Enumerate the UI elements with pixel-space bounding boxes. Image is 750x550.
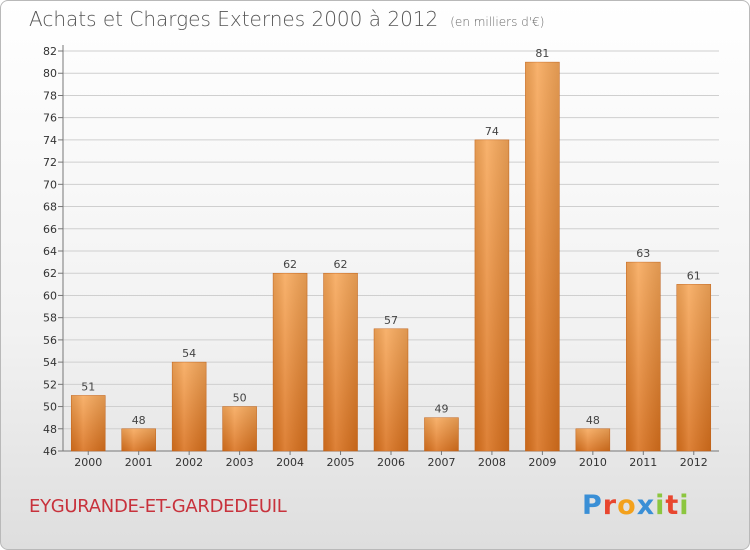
y-tick-label: 64	[43, 245, 57, 258]
x-axis: 2000 2001 2002 2003 2004 2005 2006 2007 2008 2009…	[74, 451, 708, 469]
logo-letter: o	[617, 490, 637, 521]
chart-title: Achats et Charges Externes 2000 à 2012 (e…	[29, 7, 544, 31]
y-tick-label: 56	[43, 334, 57, 347]
bar-shade-2009	[525, 62, 560, 451]
data-label-2002: 54	[182, 347, 196, 360]
x-tick-label-2002: 2002	[175, 456, 203, 469]
y-tick-label: 66	[43, 223, 57, 236]
x-tick-label-2006: 2006	[377, 456, 405, 469]
logo-letter: r	[602, 490, 618, 521]
x-tick-label-2009: 2009	[528, 456, 556, 469]
x-tick-label-2004: 2004	[276, 456, 304, 469]
logo-letter: P	[582, 490, 603, 521]
y-tick-label: 72	[43, 156, 57, 169]
x-tick-label-2001: 2001	[125, 456, 153, 469]
data-label-2004: 62	[283, 258, 297, 271]
bar-shade-2010	[575, 428, 610, 451]
data-label-2012: 61	[687, 269, 701, 282]
x-tick-label-2011: 2011	[629, 456, 657, 469]
bar-shade-2000	[71, 395, 106, 451]
y-tick-label: 74	[43, 134, 57, 147]
bar-shade-2003	[222, 406, 257, 451]
bar-shade-2011	[626, 262, 661, 451]
y-tick-label: 62	[43, 267, 57, 280]
data-label-2005: 62	[334, 258, 348, 271]
bar-shade-2006	[374, 328, 408, 451]
location-name: EYGURANDE-ET-GARDEDEUIL	[29, 496, 287, 517]
x-tick-label-2007: 2007	[427, 456, 455, 469]
x-tick-label-2010: 2010	[579, 456, 607, 469]
y-tick-label: 80	[43, 67, 57, 80]
bar-shade-2008	[474, 139, 509, 451]
y-tick-label: 70	[43, 178, 57, 191]
y-tick-label: 52	[43, 378, 57, 391]
x-tick-label-2012: 2012	[680, 456, 708, 469]
data-labels: 51 48 54 50 62 62 57 49 74 81 48 63 61	[81, 47, 701, 427]
data-label-2003: 50	[233, 392, 247, 405]
logo-letter: i	[679, 490, 690, 521]
bar-shade-2004	[273, 273, 308, 451]
proxiti-logo: Proxiti	[582, 490, 690, 521]
data-label-2000: 51	[81, 380, 95, 393]
data-label-2009: 81	[535, 47, 549, 60]
y-tick-label: 76	[43, 112, 57, 125]
chart-title-text: Achats et Charges Externes 2000 à 2012	[29, 7, 439, 31]
x-tick-label-2003: 2003	[226, 456, 254, 469]
y-axis: 46 48 50 52 54 56 58 60 62 64 66 68 70 72 74 76 78 80 82	[43, 45, 719, 458]
y-tick-label: 78	[43, 89, 57, 102]
data-label-2008: 74	[485, 125, 499, 138]
logo-letter: i	[655, 490, 666, 521]
y-tick-label: 82	[43, 45, 57, 58]
x-tick-label-2000: 2000	[74, 456, 102, 469]
x-tick-label-2005: 2005	[327, 456, 355, 469]
y-tick-label: 60	[43, 289, 57, 302]
data-label-2010: 48	[586, 414, 600, 427]
x-tick-label-2008: 2008	[478, 456, 506, 469]
y-tick-label: 50	[43, 401, 57, 414]
data-label-2007: 49	[434, 403, 448, 416]
bars	[70, 61, 712, 452]
bar-shade-2007	[424, 417, 459, 451]
data-label-2006: 57	[384, 314, 398, 327]
y-tick-label: 46	[43, 445, 57, 458]
logo-letter: t	[665, 490, 680, 521]
chart-unit: (en milliers d'€)	[450, 15, 545, 29]
y-tick-label: 54	[43, 356, 57, 369]
y-tick-label: 68	[43, 201, 57, 214]
bar-shade-2002	[172, 362, 207, 451]
data-label-2001: 48	[132, 414, 146, 427]
y-tick-label: 48	[43, 423, 57, 436]
data-label-2011: 63	[636, 247, 650, 260]
bar-shade-2001	[121, 428, 156, 451]
bar-shade-2012	[676, 284, 711, 451]
y-tick-label: 58	[43, 312, 57, 325]
bar-shade-2005	[323, 273, 358, 451]
logo-letter: x	[636, 490, 656, 521]
